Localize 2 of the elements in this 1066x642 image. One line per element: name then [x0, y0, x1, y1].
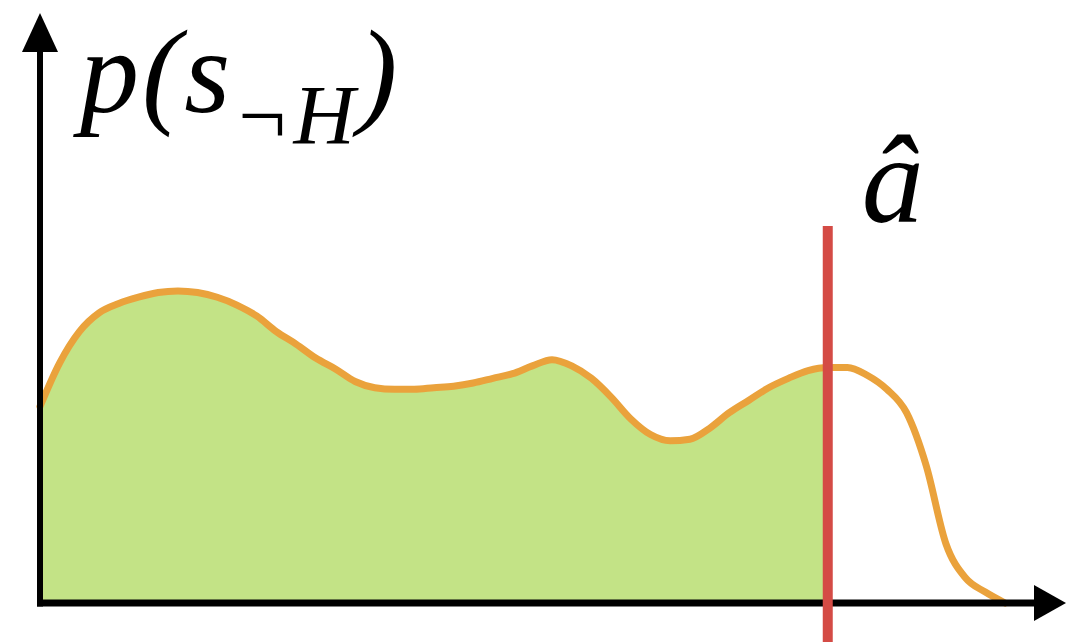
y-axis-title: p(s$_{¬H}$): [73, 7, 401, 162]
text: â: [861, 112, 924, 249]
